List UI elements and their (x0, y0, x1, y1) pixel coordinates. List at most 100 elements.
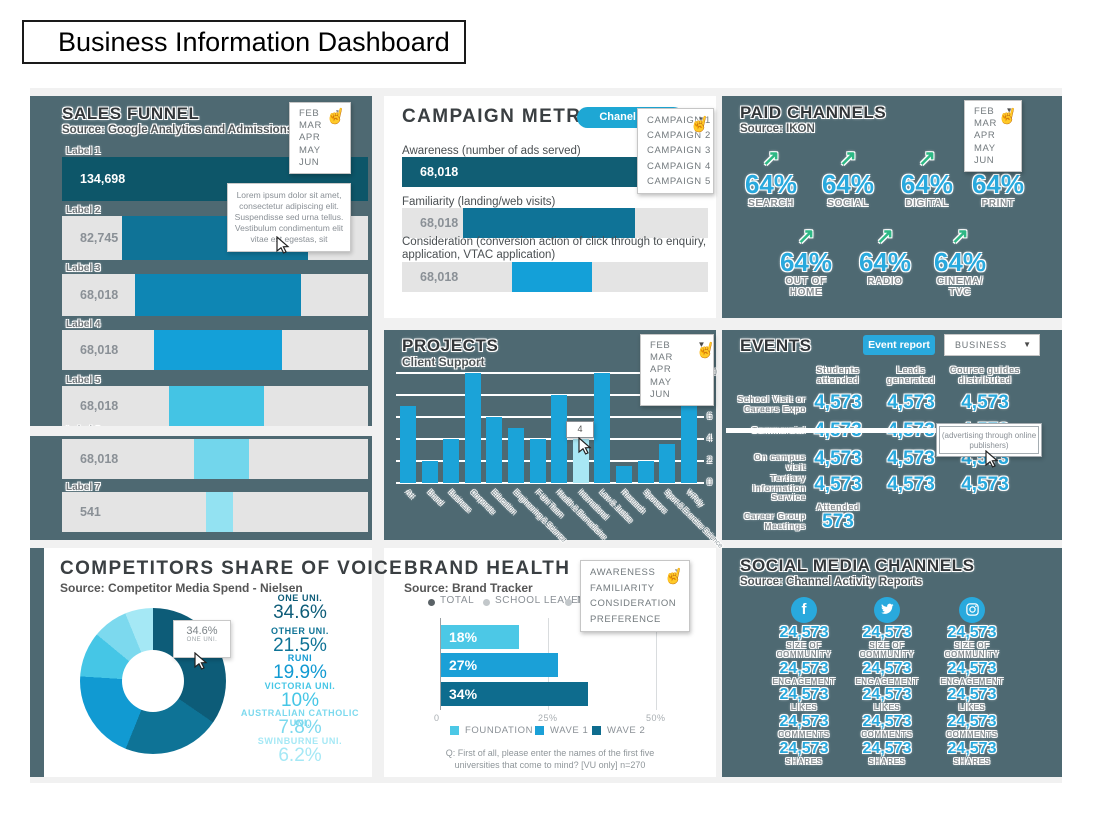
chevron-down-icon: ▼ (1023, 340, 1031, 349)
dropdown-option[interactable]: FAMILIARITY (590, 582, 655, 594)
projects-bar-tooltip-value: 4 (577, 424, 583, 434)
dropdown-option[interactable]: CAMPAIGN 5 (647, 175, 711, 187)
brand-source: Source: Brand Tracker (404, 581, 533, 595)
sales-funnel-source: Source: Google Analytics and Admissions … (62, 124, 320, 136)
funnel-bar[interactable] (193, 439, 249, 479)
paid-channel-label: PRINT (981, 198, 1015, 209)
dropdown-option[interactable]: CAMPAIGN 4 (647, 160, 711, 172)
dropdown-option[interactable]: CAMPAIGN 3 (647, 145, 711, 157)
projects-bar-F-Uni Team[interactable] (530, 439, 546, 483)
funnel-bar[interactable] (135, 274, 301, 316)
funnel-bar[interactable] (169, 386, 264, 426)
dropdown-option[interactable]: JUN (974, 155, 995, 167)
legend-label-WAVE 1: WAVE 1 (550, 725, 589, 736)
dropdown-option[interactable]: AWARENESS ▼ (590, 567, 682, 579)
events-filter-dropdown[interactable]: BUSINESS ▼ (944, 334, 1040, 356)
campaign-metric-bar[interactable] (463, 208, 635, 238)
month-dropdown-projects[interactable]: FEB ▼ MAR APR MAY JUN (640, 334, 714, 406)
projects-bar-Engineering & Science[interactable] (508, 428, 524, 483)
projects-bar-Health & Biomedicine[interactable] (551, 395, 567, 483)
dropdown-option[interactable]: APR (974, 130, 996, 142)
brand-metric-dropdown[interactable]: AWARENESS ▼ FAMILIARITY CONSIDERATION PREFER… (580, 560, 690, 632)
dropdown-option[interactable]: JUN (299, 157, 320, 169)
dropdown-option[interactable]: MAY (974, 142, 996, 154)
dropdown-option[interactable]: APR (650, 364, 672, 376)
social-channel-twitter[interactable] (874, 597, 900, 623)
dropdown-option[interactable]: MAY (299, 144, 321, 156)
dropdown-option[interactable]: MAY (650, 376, 672, 388)
gutter-bottom (30, 777, 1062, 783)
trend-up-arrow-icon: ↗ (797, 225, 815, 248)
projects-bar-V-Poly[interactable] (681, 395, 697, 483)
sales-funnel-tooltip: Lorem ipsum dolor sit amet, consectetur … (227, 183, 351, 252)
dropdown-option[interactable]: FEB ▼ (299, 107, 343, 119)
dropdown-option[interactable]: MAR (974, 118, 997, 130)
projects-bar-Education[interactable] (486, 417, 502, 483)
social-metric-label: COMMENTS (759, 730, 849, 739)
projects-bar-Sport & Exercise Science[interactable] (659, 444, 675, 483)
month-dropdown-paid[interactable]: FEB ▼ MAR APR MAY JUN (964, 100, 1022, 172)
paid-channel-label: DIGITAL (905, 198, 949, 209)
funnel-bar[interactable] (205, 492, 234, 532)
brand-footnote-line1: Q: First of all, please enter the names … (445, 748, 655, 758)
legend-swatch-FOUNDATION (450, 726, 459, 735)
legend-swatch-WAVE 1 (535, 726, 544, 735)
dropdown-option[interactable]: CAMPAIGN 1 ▼ (647, 115, 711, 127)
paid-channel-label: RADIO (867, 276, 903, 287)
projects-bar-Research[interactable] (616, 466, 632, 483)
projects-bar-Law & Justice[interactable] (594, 373, 610, 483)
funnel-row-label: Label 1 (66, 146, 101, 157)
dropdown-option[interactable]: PREFERENCE (590, 613, 661, 625)
events-row-label: School Visit or Careers Expo (724, 394, 806, 414)
radio-TOTAL[interactable] (428, 599, 435, 606)
events-value: 4,573 (887, 474, 935, 495)
projects-bar-Sponsors[interactable] (638, 461, 654, 483)
arrow-cursor-icon (985, 450, 999, 468)
sales-funnel-title: SALES FUNNEL (62, 104, 200, 123)
radio-label: TOTAL (440, 595, 475, 606)
events-row-highlight-band (726, 428, 1026, 433)
dropdown-option[interactable]: MAR (299, 120, 322, 132)
paid-channels-title: PAID CHANNELS (740, 103, 887, 122)
paid-channel-label: TVC (949, 287, 971, 298)
events-row-label-line: Service (771, 492, 806, 502)
radio-SCHOOL LEAVERS[interactable] (483, 599, 490, 606)
events-row-label-line: School Visit or (737, 394, 806, 404)
dropdown-option[interactable]: FEB ▼ (650, 339, 706, 351)
projects-title: PROJECTS (402, 336, 499, 355)
brand-bar-WAVE 2[interactable]: 34% (441, 682, 588, 706)
social-metric-value: 24,573 (862, 740, 912, 757)
dropdown-option[interactable]: MAR (650, 352, 673, 364)
social-metric-label-line: COMMUNITY (944, 650, 1000, 659)
dropdown-option[interactable]: CAMPAIGN 2 (647, 130, 711, 142)
legend-value: 34.6% (273, 602, 327, 623)
funnel-row-track: 68,018 (62, 330, 368, 370)
social-metric-label-line: SHARES (785, 757, 823, 766)
funnel-bar[interactable] (153, 330, 283, 370)
events-filter-value: BUSINESS (955, 340, 1007, 350)
facebook-icon: f (801, 601, 807, 618)
brand-bar-WAVE 1[interactable]: 27% (441, 653, 558, 677)
events-value: 4,573 (814, 474, 862, 495)
campaign-metric-bar[interactable] (512, 262, 592, 292)
projects-bar-Art[interactable] (400, 406, 416, 483)
social-channel-facebook[interactable]: f (791, 597, 817, 623)
projects-bar-Corporate[interactable] (465, 373, 481, 483)
projects-bar-Brand[interactable] (422, 461, 438, 483)
social-metric-label: SHARES (759, 757, 849, 766)
projects-bar-Business[interactable] (443, 439, 459, 483)
dropdown-option[interactable]: APR (299, 132, 321, 144)
campaign-dropdown[interactable]: CAMPAIGN 1 ▼ CAMPAIGN 2 CAMPAIGN 3 CAMPAIGN … (637, 108, 714, 194)
donut-tooltip-value: 34.6% (186, 625, 218, 637)
social-channel-instagram[interactable] (959, 597, 985, 623)
month-dropdown-sales-funnel[interactable]: FEB ▼ MAR APR MAY JUN (289, 102, 351, 174)
events-row-label: Tertiary Information Service (724, 473, 806, 503)
dropdown-option[interactable]: CONSIDERATION (590, 598, 677, 610)
brand-bar-FOUNDATION[interactable]: 18% (441, 625, 519, 649)
event-report-button[interactable]: Event report (863, 335, 935, 355)
dropdown-option[interactable]: JUN (650, 389, 671, 401)
campaign-metric-value: 68,018 (420, 270, 459, 284)
dropdown-option[interactable]: FEB ▼ (974, 105, 1014, 117)
social-metric-value: 24,573 (862, 713, 912, 730)
radio-N[interactable] (565, 599, 572, 606)
